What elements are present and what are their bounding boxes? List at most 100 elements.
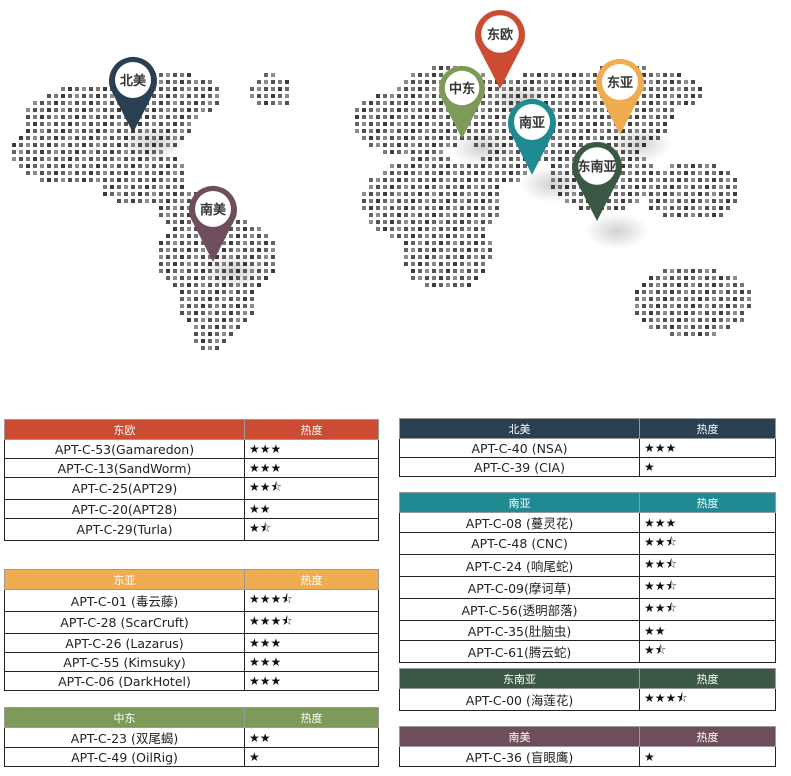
map-pin-label: 北美 (120, 73, 147, 89)
map-pin-3: 中东 (438, 65, 514, 166)
heat-rating: ★★ (244, 727, 379, 748)
apt-name: APT-C-56(透明部落) (399, 598, 640, 621)
apt-name: APT-C-49 (OilRig) (4, 747, 245, 767)
map-pin-label: 中东 (449, 81, 475, 97)
heat-rating: ★★★ (244, 439, 379, 459)
region-header: 南美 (399, 726, 640, 747)
apt-name: APT-C-08 (蔓灵花) (399, 512, 640, 533)
map-pin-label: 东南亚 (577, 159, 616, 175)
heat-rating: ★⯪ (244, 518, 379, 541)
table-row: APT-C-39 (CIA) ★ (399, 457, 776, 477)
table-header: 北美 热度 (399, 418, 776, 439)
table-header: 东欧 热度 (4, 419, 379, 440)
apt-name: APT-C-25(APT29) (4, 477, 245, 500)
region-header: 南亚 (399, 492, 640, 513)
heat-header: 热度 (244, 419, 379, 440)
map-pin-label: 南美 (200, 202, 227, 218)
heat-header: 热度 (244, 569, 379, 590)
heat-rating: ★★★ (639, 438, 776, 458)
apt-name: APT-C-28 (ScarCruft) (4, 611, 245, 634)
map-pin-label: 东欧 (487, 27, 513, 43)
table-row: APT-C-08 (蔓灵花) ★★★ (399, 512, 776, 533)
region-header: 东南亚 (399, 668, 640, 689)
map-pin-7: 南美 (189, 185, 265, 290)
table-row: APT-C-23 (双尾蝎) ★★ (4, 727, 379, 748)
apt-name: APT-C-48 (CNC) (399, 532, 640, 555)
heat-rating: ★★⯪ (639, 554, 776, 577)
heat-rating: ★★★⯪ (244, 589, 379, 612)
table-row: APT-C-13(SandWorm) ★★★ (4, 458, 379, 478)
table-row: APT-C-26 (Lazarus) ★★★ (4, 633, 379, 653)
map-pin-label: 南亚 (519, 115, 545, 131)
table-row: APT-C-24 (响尾蛇) ★★⯪ (399, 554, 776, 577)
region-header: 北美 (399, 418, 640, 439)
apt-name: APT-C-01 (毒云藤) (4, 589, 245, 612)
apt-name: APT-C-24 (响尾蛇) (399, 554, 640, 577)
apt-name: APT-C-23 (双尾蝎) (4, 727, 245, 748)
map-pin-6: 东南亚 (572, 141, 649, 249)
heat-rating: ★★★⯪ (639, 688, 776, 711)
heat-header: 热度 (639, 418, 776, 439)
table-east-asia: 东亚 热度 APT-C-01 (毒云藤) ★★★⯪ APT-C-28 (ScarCr… (4, 569, 379, 691)
heat-rating: ★★★ (244, 633, 379, 653)
apt-name: APT-C-55 (Kimsuky) (4, 652, 245, 672)
table-north-america: 北美 热度 APT-C-40 (NSA) ★★★ APT-C-39 (CIA) ★ (399, 418, 776, 477)
heat-rating: ★ (639, 457, 776, 477)
map-pin-4: 东亚 (596, 58, 672, 163)
apt-name: APT-C-29(Turla) (4, 518, 245, 541)
table-middle-east: 中东 热度 APT-C-23 (双尾蝎) ★★ APT-C-49 (OilRig) ★ (4, 707, 379, 767)
region-header: 东亚 (4, 569, 245, 590)
heat-rating: ★★★ (244, 671, 379, 691)
table-row: APT-C-36 (盲眼鹰) ★ (399, 746, 776, 767)
apt-name: APT-C-61(腾云蛇) (399, 640, 640, 663)
region-header: 东欧 (4, 419, 245, 440)
table-row: APT-C-00 (海莲花) ★★★⯪ (399, 688, 776, 711)
table-header: 南亚 热度 (399, 492, 776, 513)
heat-rating: ★⯪ (639, 640, 776, 663)
heat-rating: ★★★ (244, 458, 379, 478)
apt-name: APT-C-20(APT28) (4, 499, 245, 519)
heat-rating: ★★⯪ (244, 477, 379, 500)
heat-rating: ★★★⯪ (244, 611, 379, 634)
heat-rating: ★★★ (244, 652, 379, 672)
table-row: APT-C-28 (ScarCruft) ★★★⯪ (4, 611, 379, 634)
apt-name: APT-C-26 (Lazarus) (4, 633, 245, 653)
table-row: APT-C-49 (OilRig) ★ (4, 747, 379, 767)
apt-name: APT-C-06 (DarkHotel) (4, 671, 245, 691)
table-south-america: 南美 热度 APT-C-36 (盲眼鹰) ★ (399, 726, 776, 767)
table-southeast-asia: 东南亚 热度 APT-C-00 (海莲花) ★★★⯪ (399, 668, 776, 711)
heat-header: 热度 (639, 668, 776, 689)
apt-name: APT-C-00 (海莲花) (399, 688, 640, 711)
table-row: APT-C-29(Turla) ★⯪ (4, 518, 379, 541)
table-row: APT-C-09(摩诃草) ★★⯪ (399, 576, 776, 599)
heat-rating: ★★⯪ (639, 576, 776, 599)
apt-name: APT-C-36 (盲眼鹰) (399, 746, 640, 767)
table-row: APT-C-06 (DarkHotel) ★★★ (4, 671, 379, 691)
table-row: APT-C-61(腾云蛇) ★⯪ (399, 640, 776, 663)
table-row: APT-C-25(APT29) ★★⯪ (4, 477, 379, 500)
table-header: 东亚 热度 (4, 569, 379, 590)
heat-header: 热度 (639, 726, 776, 747)
apt-name: APT-C-53(Gamaredon) (4, 439, 245, 459)
table-header: 中东 热度 (4, 707, 379, 728)
table-row: APT-C-53(Gamaredon) ★★★ (4, 439, 379, 459)
apt-name: APT-C-35(肚脑虫) (399, 620, 640, 641)
table-east-europe: 东欧 热度 APT-C-53(Gamaredon) ★★★ APT-C-13(San… (4, 419, 379, 541)
table-row: APT-C-01 (毒云藤) ★★★⯪ (4, 589, 379, 612)
apt-name: APT-C-40 (NSA) (399, 438, 640, 458)
heat-rating: ★★ (244, 499, 379, 519)
apt-name: APT-C-09(摩诃草) (399, 576, 640, 599)
table-south-asia: 南亚 热度 APT-C-08 (蔓灵花) ★★★ APT-C-48 (CNC) ★★⯪… (399, 492, 776, 663)
heat-rating: ★★⯪ (639, 598, 776, 621)
heat-header: 热度 (639, 492, 776, 513)
table-row: APT-C-56(透明部落) ★★⯪ (399, 598, 776, 621)
heat-rating: ★ (244, 747, 379, 767)
table-row: APT-C-55 (Kimsuky) ★★★ (4, 652, 379, 672)
map-pin-5: 南亚 (507, 98, 584, 203)
table-row: APT-C-20(APT28) ★★ (4, 499, 379, 519)
map-pin-1: 北美 (109, 56, 185, 161)
heat-header: 热度 (244, 707, 379, 728)
apt-name: APT-C-39 (CIA) (399, 457, 640, 477)
table-row: APT-C-48 (CNC) ★★⯪ (399, 532, 776, 555)
